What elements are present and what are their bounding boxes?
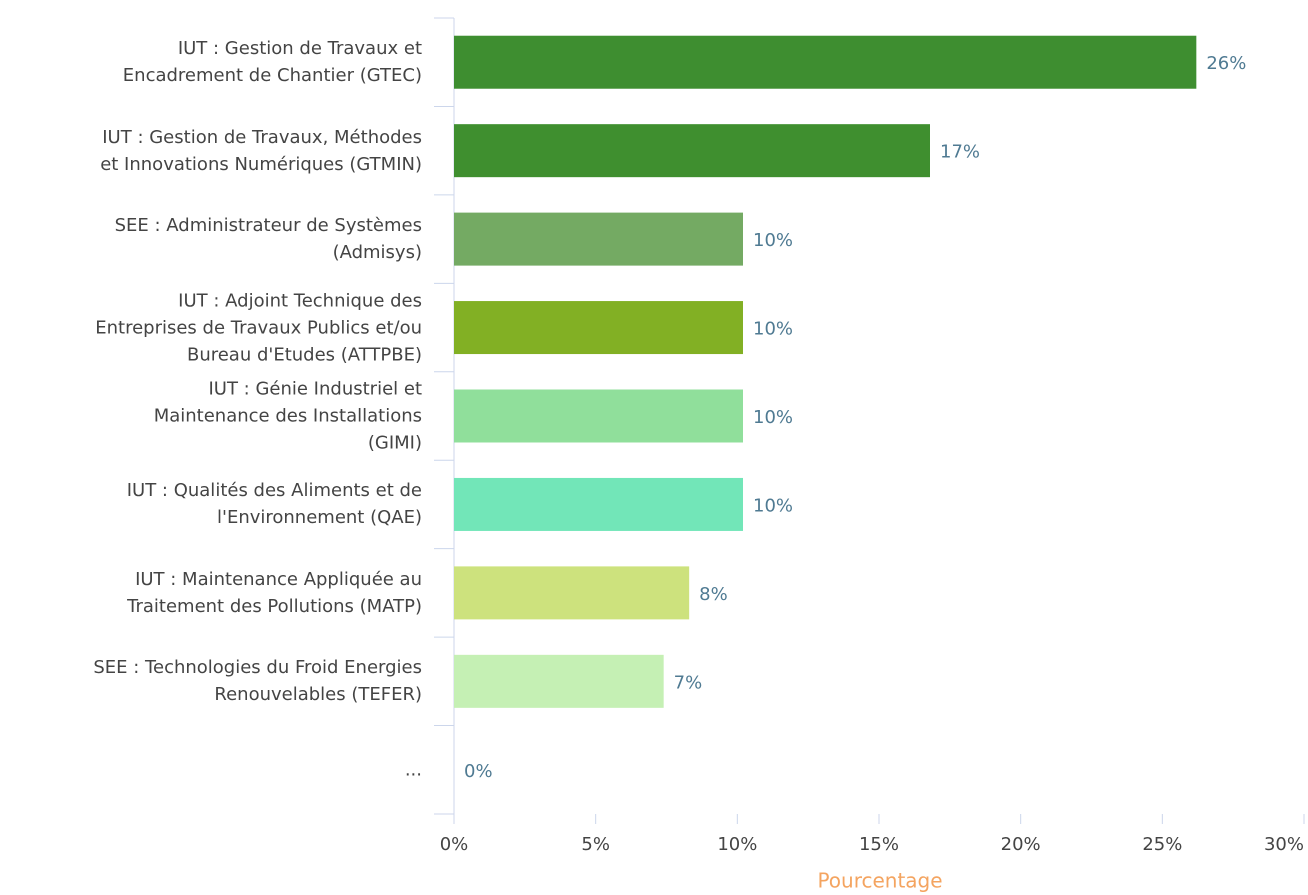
x-tick-label: 5% [581, 834, 610, 855]
y-tick-label: IUT : Génie Industriel et Maintenance de… [153, 378, 422, 454]
x-tick-label: 10% [717, 834, 757, 855]
data-label: 8% [699, 584, 728, 605]
data-label: 17% [940, 142, 980, 163]
y-tick-label: IUT : Gestion de Travaux et Encadrement … [122, 38, 422, 87]
y-tick-label: ... [404, 759, 422, 781]
bar [454, 212, 743, 266]
y-tick-label: IUT : Maintenance Appliquée au Traitemen… [127, 568, 422, 617]
data-label: 0% [464, 761, 493, 782]
y-tick-label: SEE : Technologies du Froid Energies Ren… [93, 657, 422, 706]
bar [454, 654, 664, 708]
data-label: 26% [1206, 53, 1246, 74]
bar [454, 124, 930, 178]
bar [454, 389, 743, 443]
x-axis-label: Pourcentage [817, 869, 942, 893]
x-tick-label: 0% [440, 834, 469, 855]
bar [454, 566, 690, 620]
data-label: 10% [753, 319, 793, 340]
y-tick-label: IUT : Gestion de Travaux, Méthodes et In… [100, 126, 422, 175]
data-label: 10% [753, 495, 793, 516]
bar [454, 477, 743, 531]
data-label: 10% [753, 230, 793, 251]
data-label: 10% [753, 407, 793, 428]
y-tick-label: IUT : Qualités des Aliments et de l'Envi… [126, 480, 422, 529]
x-tick-label: 15% [859, 834, 899, 855]
bar [454, 35, 1197, 89]
x-tick-label: 30% [1264, 834, 1304, 855]
x-tick-label: 25% [1142, 834, 1182, 855]
bar [454, 301, 743, 355]
x-tick-label: 20% [1001, 834, 1041, 855]
data-label: 7% [674, 672, 703, 693]
y-tick-label: SEE : Administrateur de Systèmes (Admisy… [114, 215, 422, 264]
y-tick-label: IUT : Adjoint Technique des Entreprises … [95, 290, 422, 366]
